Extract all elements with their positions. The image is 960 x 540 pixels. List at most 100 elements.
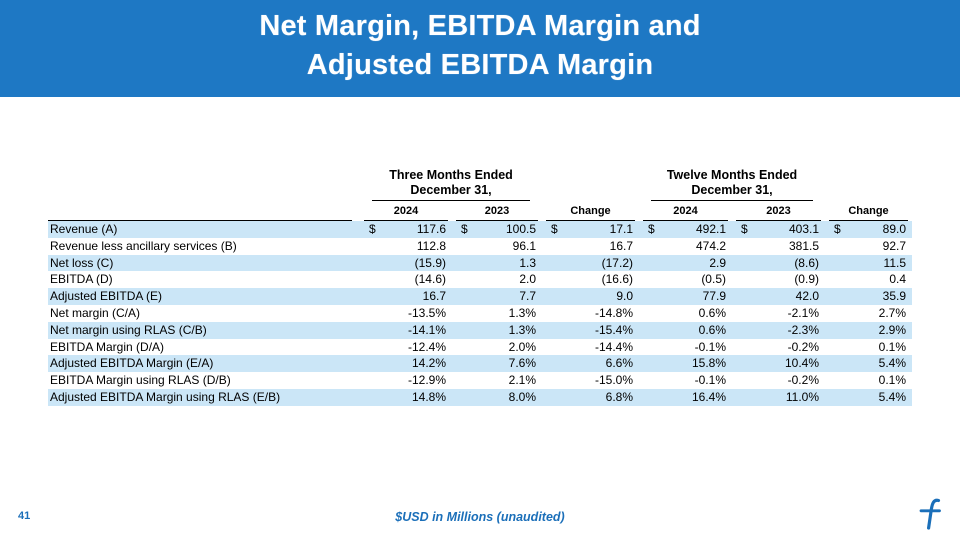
table-cell: $403.1	[732, 221, 825, 238]
cell-value: 89.0	[882, 222, 906, 236]
table-cell: 0.6%	[698, 322, 726, 337]
table-row: Adjusted EBITDA Margin (E/A) 14.2% 7.6% 6.6…	[48, 355, 912, 373]
table-cell: 2.0%	[508, 339, 536, 354]
table-cell: (0.5)	[701, 272, 726, 287]
slide-title-line-2: Adjusted EBITDA Margin	[306, 49, 654, 81]
table-cell: 35.9	[882, 289, 906, 304]
table-cell: 11.5	[883, 255, 906, 270]
table-cell: 8.0%	[508, 389, 536, 404]
table-cell: -14.1%	[407, 322, 446, 337]
currency-symbol: $	[741, 222, 748, 236]
period-group-label-line2: December 31,	[691, 183, 773, 197]
table-cell: -13.5%	[407, 305, 446, 320]
table-cell: $17.1	[542, 221, 639, 238]
row-label: Adjusted EBITDA (E)	[50, 289, 163, 304]
table-cell: (14.6)	[414, 272, 446, 287]
table-cell: 77.9	[702, 289, 726, 304]
row-label-column-header	[48, 201, 360, 221]
empty-header-cell	[825, 168, 912, 201]
table-cell: 0.1%	[878, 373, 906, 388]
column-header-2024-y: 2024	[639, 201, 732, 221]
table-cell: 112.8	[416, 238, 446, 253]
table-row: Adjusted EBITDA Margin using RLAS (E/B) 1…	[48, 388, 912, 406]
table-row: EBITDA Margin using RLAS (D/B) -12.9% 2.1%…	[48, 372, 912, 389]
table-cell: 7.6%	[508, 356, 536, 371]
table-row: Net margin using RLAS (C/B) -14.1% 1.3% -15…	[48, 321, 912, 339]
row-label: Revenue less ancillary services (B)	[50, 238, 237, 253]
table-cell: 2.9	[709, 255, 726, 270]
table-cell: -0.1%	[694, 373, 726, 388]
financial-table: Three Months Ended December 31, Twelve M…	[48, 168, 912, 406]
table-row: Adjusted EBITDA (E) 16.7 7.7 9.0 77.9 42.0 35.…	[48, 288, 912, 305]
table-cell: -12.4%	[407, 339, 446, 354]
table-cell: 16.4%	[691, 389, 726, 404]
table-cell: 6.8%	[605, 389, 633, 404]
page-number: 41	[18, 510, 31, 522]
period-group-three-months: Three Months Ended December 31,	[360, 168, 542, 201]
table-cell: $100.5	[452, 221, 542, 238]
cell-value: 117.6	[416, 222, 446, 236]
table-cell: 0.1%	[878, 339, 906, 354]
column-header-2023-q: 2023	[452, 201, 542, 221]
row-label: Adjusted EBITDA Margin (E/A)	[50, 356, 214, 371]
period-group-label-line2: December 31,	[410, 183, 492, 197]
table-cell: -0.2%	[787, 373, 819, 388]
table-cell: 42.0	[795, 289, 819, 304]
table-cell: -0.2%	[787, 339, 819, 354]
period-group-label-line1: Three Months Ended	[389, 168, 513, 182]
table-cell: 1.3%	[508, 305, 536, 320]
row-label: Net loss (C)	[50, 255, 114, 270]
table-cell: 0.6%	[698, 305, 726, 320]
table-row: EBITDA (D) (14.6) 2.0 (16.6) (0.5) (0.9) 0.4	[48, 271, 912, 288]
table-cell: (16.6)	[601, 272, 633, 287]
column-header-change-q: Change	[542, 201, 639, 221]
slide-title-line-1: Net Margin, EBITDA Margin and	[259, 10, 701, 42]
period-group-twelve-months: Twelve Months Ended December 31,	[639, 168, 825, 201]
table-cell: -12.9%	[407, 373, 446, 388]
table-cell: 2.0	[519, 272, 536, 287]
table-cell: 11.0%	[785, 389, 819, 404]
table-cell: 2.9%	[878, 322, 906, 337]
table-cell: 5.4%	[878, 356, 906, 371]
empty-header-cell	[542, 168, 639, 201]
table-cell: 96.1	[512, 238, 536, 253]
row-label: Net margin using RLAS (C/B)	[50, 322, 207, 337]
table-cell: 1.3%	[508, 322, 536, 337]
table-cell: -2.1%	[787, 305, 819, 320]
table-cell: -14.4%	[594, 339, 633, 354]
table-cell: 5.4%	[878, 389, 906, 404]
currency-symbol: $	[461, 222, 468, 236]
cell-value: 17.1	[609, 222, 633, 236]
table-cell: 16.7	[609, 238, 633, 253]
table-cell: -14.8%	[594, 305, 633, 320]
table-cell: (8.6)	[794, 255, 819, 270]
empty-header-cell	[48, 168, 360, 201]
table-cell: 10.4%	[784, 356, 819, 371]
table-cell: 92.7	[882, 238, 906, 253]
table-cell: 2.7%	[878, 305, 906, 320]
cell-value: 403.1	[788, 222, 819, 236]
column-header-2024-q: 2024	[360, 201, 452, 221]
table-cell: $89.0	[825, 221, 912, 238]
column-header-row: 2024 2023 Change 2024 2023 Change	[48, 201, 912, 221]
table-cell: 0.4	[889, 272, 906, 287]
cell-value: 492.1	[695, 222, 726, 236]
table-cell: 381.5	[788, 238, 819, 253]
row-label: EBITDA Margin (D/A)	[50, 339, 165, 354]
cell-value: 100.5	[505, 222, 536, 236]
footnote: $USD in Millions (unaudited)	[395, 510, 565, 524]
stylized-f-logo-icon	[919, 498, 941, 530]
currency-symbol: $	[834, 222, 841, 236]
table-cell: 1.3	[519, 255, 536, 270]
table-cell: 14.2%	[411, 356, 446, 371]
table-cell: -0.1%	[694, 339, 726, 354]
table-cell: -15.4%	[594, 322, 633, 337]
table-cell: 16.7	[422, 289, 446, 304]
table-cell: -2.3%	[787, 322, 819, 337]
table-cell: (0.9)	[794, 272, 819, 287]
table-cell: 474.2	[695, 238, 726, 253]
row-label: Adjusted EBITDA Margin using RLAS (E/B)	[50, 389, 281, 404]
title-banner: Net Margin, EBITDA Margin and Adjusted E…	[0, 0, 960, 97]
currency-symbol: $	[648, 222, 655, 236]
